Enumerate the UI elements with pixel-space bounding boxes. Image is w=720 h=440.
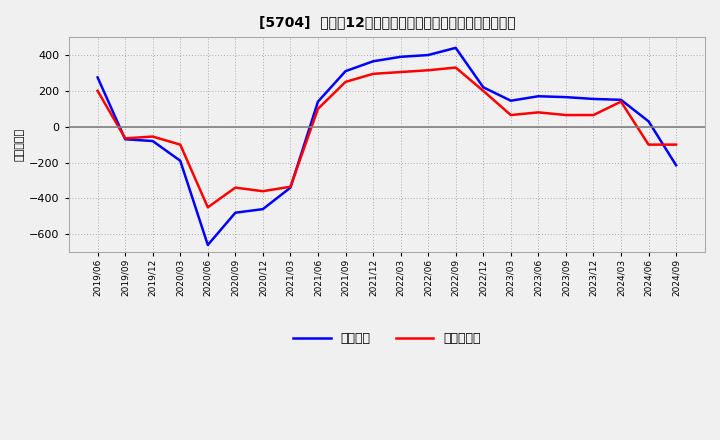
- 当期純利益: [231, 185, 240, 190]
- 経常利益: [148, 139, 157, 144]
- 当期純利益: [672, 142, 680, 147]
- 経常利益: [231, 210, 240, 215]
- 当期純利益: [94, 88, 102, 94]
- 経常利益: [258, 206, 267, 212]
- 経常利益: [204, 242, 212, 248]
- 当期純利益: [644, 142, 653, 147]
- 当期純利益: [396, 70, 405, 75]
- 経常利益: [369, 59, 377, 64]
- 当期純利益: [258, 189, 267, 194]
- 経常利益: [396, 54, 405, 59]
- 当期純利益: [286, 184, 294, 189]
- Legend: 経常利益, 当期純利益: 経常利益, 当期純利益: [288, 327, 485, 350]
- 経常利益: [644, 119, 653, 124]
- 当期純利益: [424, 68, 433, 73]
- Line: 当期純利益: 当期純利益: [98, 68, 676, 207]
- 経常利益: [314, 99, 323, 104]
- Line: 経常利益: 経常利益: [98, 48, 676, 245]
- 当期純利益: [451, 65, 460, 70]
- 経常利益: [672, 163, 680, 168]
- 経常利益: [341, 69, 350, 74]
- 経常利益: [176, 158, 184, 163]
- 経常利益: [94, 75, 102, 80]
- 経常利益: [534, 94, 543, 99]
- 経常利益: [589, 96, 598, 102]
- 当期純利益: [176, 142, 184, 147]
- 当期純利益: [534, 110, 543, 115]
- 当期純利益: [479, 88, 487, 94]
- 経常利益: [506, 98, 515, 103]
- 当期純利益: [589, 112, 598, 117]
- 経常利益: [286, 185, 294, 190]
- 当期純利益: [562, 112, 570, 117]
- Y-axis label: （百万円）: （百万円）: [15, 128, 25, 161]
- 当期純利益: [616, 99, 625, 104]
- 当期純利益: [204, 205, 212, 210]
- 当期純利益: [341, 79, 350, 84]
- Title: [5704]  利益だ12か月移動合計の対前年同期増減額の推移: [5704] 利益だ12か月移動合計の対前年同期増減額の推移: [258, 15, 515, 29]
- 経常利益: [479, 84, 487, 90]
- 当期純利益: [369, 71, 377, 77]
- 当期純利益: [506, 112, 515, 117]
- 経常利益: [424, 52, 433, 58]
- 経常利益: [562, 95, 570, 100]
- 経常利益: [121, 136, 130, 142]
- 経常利益: [616, 97, 625, 103]
- 当期純利益: [121, 136, 130, 141]
- 当期純利益: [314, 106, 323, 111]
- 当期純利益: [148, 134, 157, 139]
- 経常利益: [451, 45, 460, 51]
